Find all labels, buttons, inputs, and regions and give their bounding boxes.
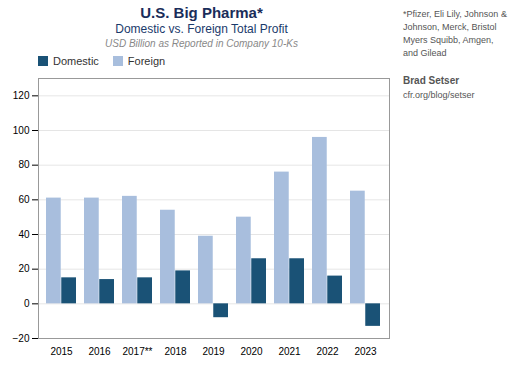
svg-text:2015: 2015 bbox=[50, 346, 73, 357]
svg-text:2021: 2021 bbox=[278, 346, 301, 357]
html-text:Myers Squibb, Amgen,: Myers Squibb, Amgen, bbox=[403, 35, 494, 46]
svg-text:2020: 2020 bbox=[240, 346, 263, 357]
html-text:U.S. Big Pharma*: U.S. Big Pharma* bbox=[140, 4, 263, 21]
svg-text:2017**: 2017** bbox=[122, 346, 152, 357]
svg-text:80: 80 bbox=[18, 159, 30, 170]
svg-text:2016: 2016 bbox=[88, 346, 111, 357]
html-text:Foreign: Foreign bbox=[127, 55, 166, 67]
svg-text:2018: 2018 bbox=[164, 346, 187, 357]
html-text:*Pfizer, Eli Lily, Johnson &: *Pfizer, Eli Lily, Johnson & bbox=[403, 9, 507, 19]
svg-text:100: 100 bbox=[13, 125, 30, 136]
html-text:and Gilead: and Gilead bbox=[403, 48, 447, 59]
svg-text:2023: 2023 bbox=[354, 346, 377, 357]
svg-text:20: 20 bbox=[18, 263, 30, 274]
svg-text:60: 60 bbox=[18, 194, 30, 205]
html-text:Domestic: Domestic bbox=[53, 55, 99, 67]
svg-text:40: 40 bbox=[18, 229, 30, 240]
svg-text:2022: 2022 bbox=[316, 346, 339, 357]
svg-text:2019: 2019 bbox=[202, 346, 225, 357]
svg-text:120: 120 bbox=[13, 90, 30, 101]
html-text:Domestic vs. Foreign Total Pro: Domestic vs. Foreign Total Profit bbox=[115, 22, 288, 36]
html-text:cfr.org/blog/setser: cfr.org/blog/setser bbox=[403, 89, 475, 100]
html-text:Johnson, Merck, Bristol: Johnson, Merck, Bristol bbox=[403, 22, 497, 32]
html-text:USD Billion as Reported in Com: USD Billion as Reported in Company 10-Ks bbox=[105, 38, 298, 49]
html-text:Brad Setser: Brad Setser bbox=[403, 75, 460, 87]
svg-text:0: 0 bbox=[24, 298, 30, 309]
svg-text:−20: −20 bbox=[13, 333, 30, 344]
